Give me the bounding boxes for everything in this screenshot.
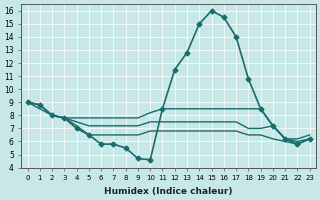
X-axis label: Humidex (Indice chaleur): Humidex (Indice chaleur)	[104, 187, 233, 196]
